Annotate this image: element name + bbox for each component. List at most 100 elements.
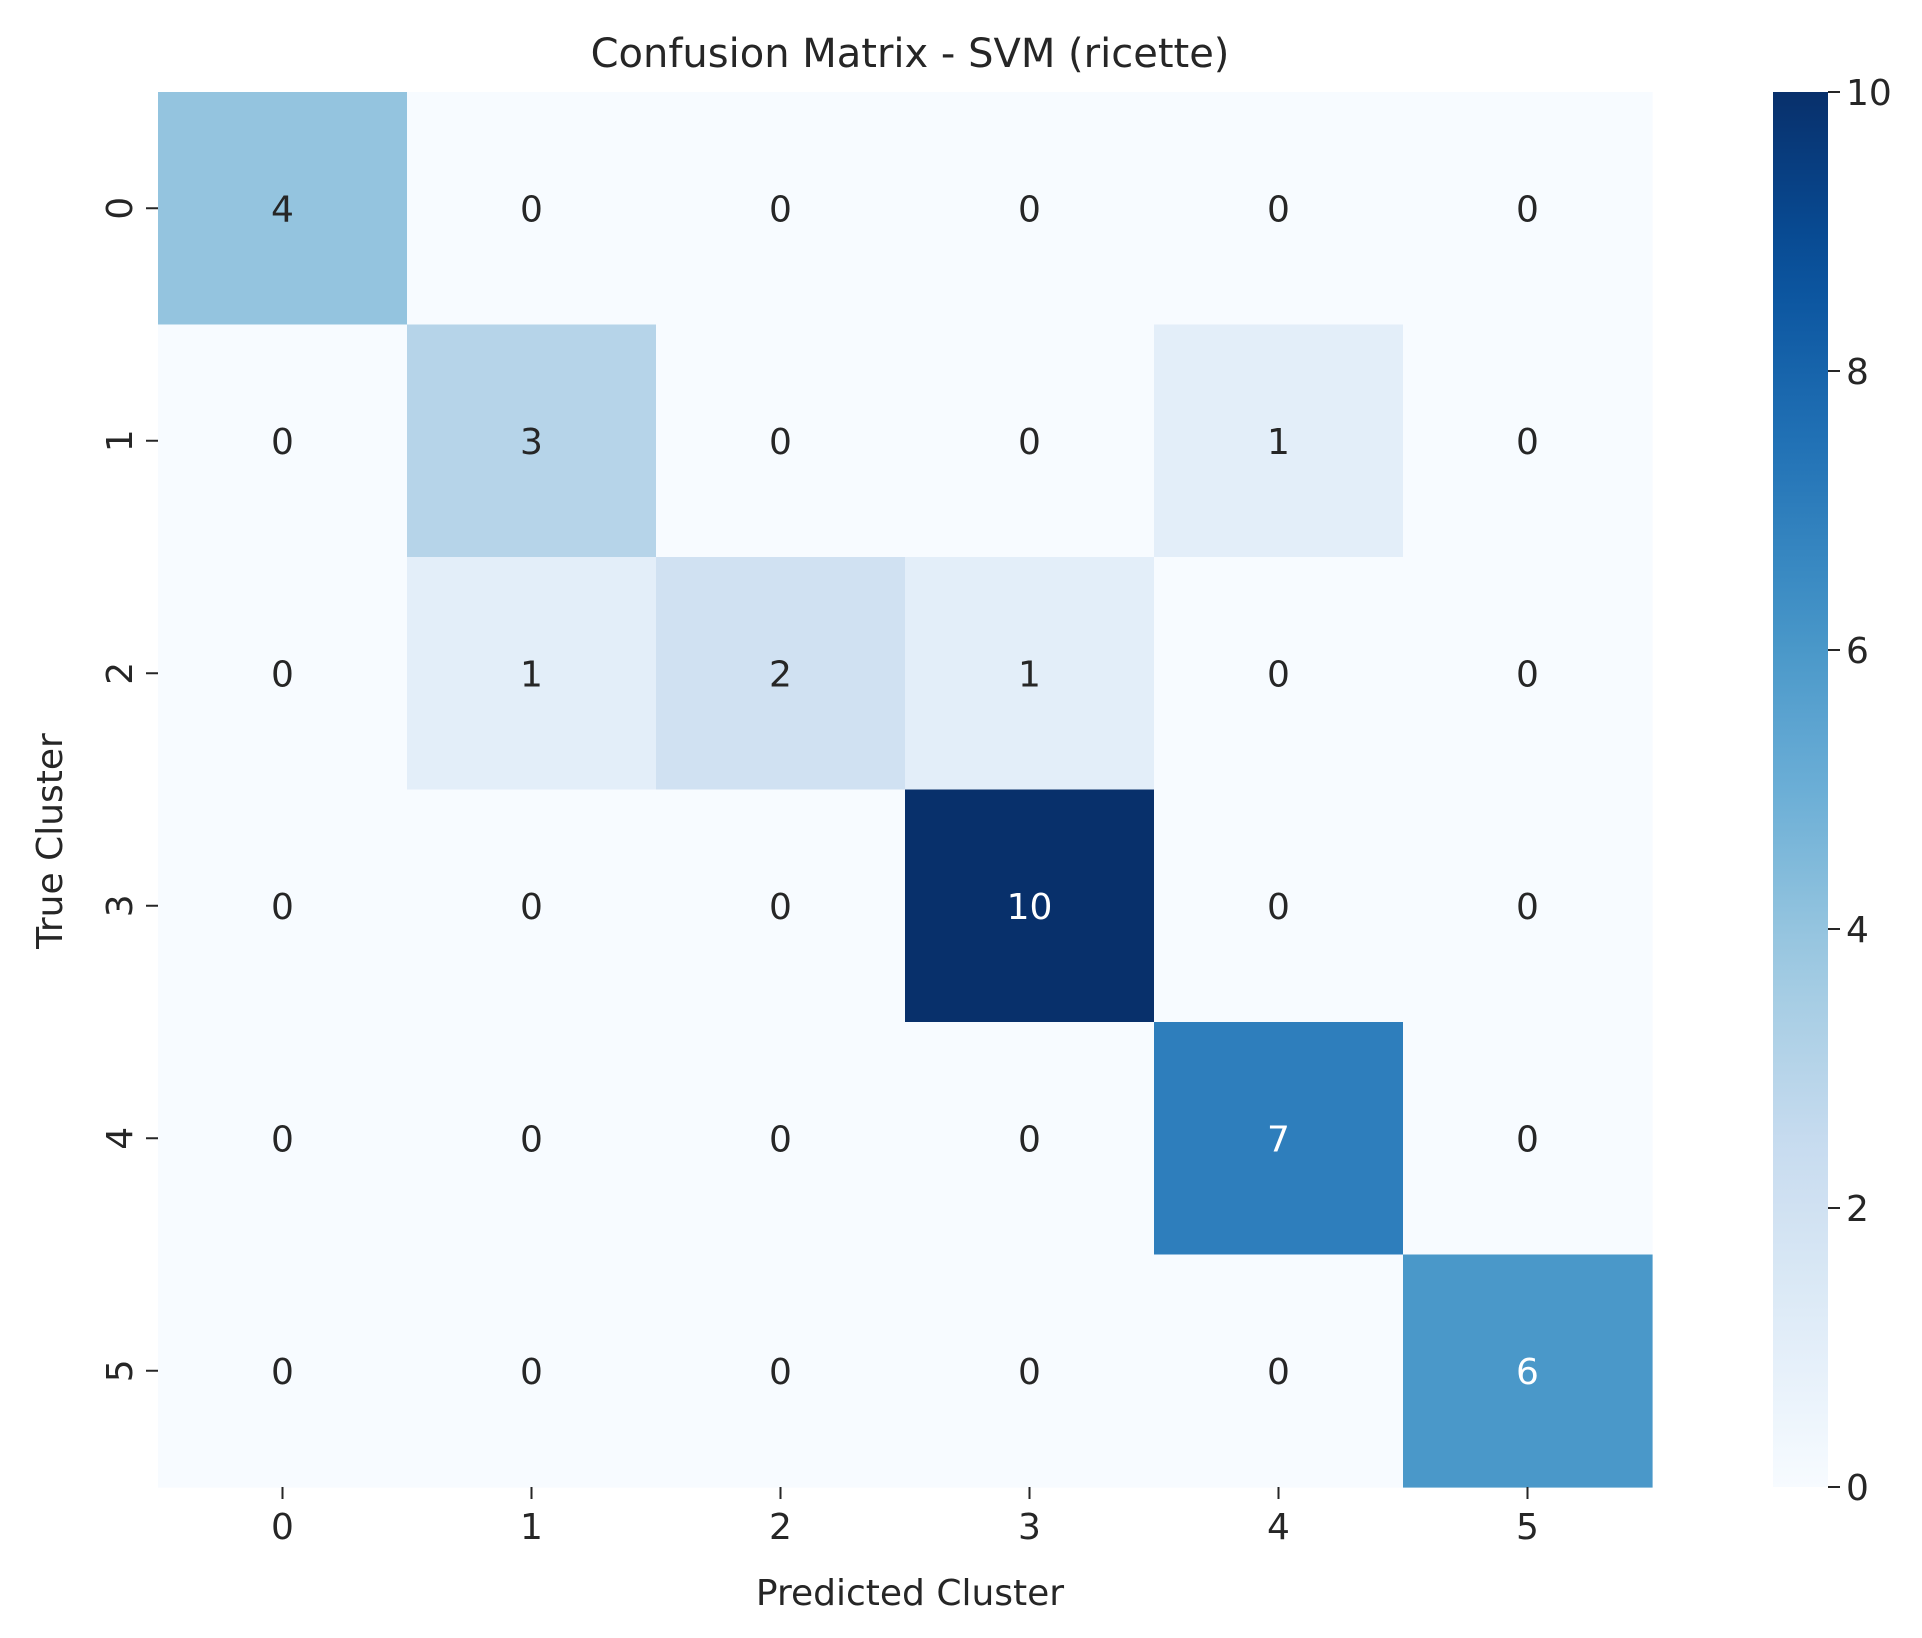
heatmap-cell xyxy=(407,324,657,558)
cell-value-label: 0 xyxy=(520,887,543,928)
cell-value-label: 0 xyxy=(1267,1352,1290,1393)
cell-value-label: 1 xyxy=(520,654,543,695)
colorbar-tick-label: 2 xyxy=(1846,1189,1869,1230)
cell-value-label: 4 xyxy=(271,189,294,230)
heatmap-cell xyxy=(1403,1254,1653,1488)
cell-value-label: 0 xyxy=(271,887,294,928)
cell-value-label: 0 xyxy=(1516,189,1539,230)
heatmap-cell xyxy=(905,324,1155,558)
heatmap-cell xyxy=(158,1022,408,1256)
y-axis-label: True Cluster xyxy=(30,733,71,950)
colorbar-ticks: 0 2 4 6 8 10 xyxy=(1828,73,1892,1509)
cell-value-label: 3 xyxy=(520,422,543,463)
heatmap-cell xyxy=(1403,324,1653,558)
cell-value-label: 0 xyxy=(520,189,543,230)
cell-annotations: 4 0 0 0 0 00 3 0 0 1 00 1 2 1 0 00 0 0 10 0 00 0 0 0 7 00 0 0 0 0 6 xyxy=(271,189,1539,1393)
heatmap-cell xyxy=(656,1254,906,1488)
heatmap-cell xyxy=(158,557,408,791)
heatmap-cell xyxy=(656,557,906,791)
cell-value-label: 0 xyxy=(769,1119,792,1160)
heatmap-cell xyxy=(1154,92,1404,326)
cell-value-label: 10 xyxy=(1007,887,1053,928)
heatmap-cell xyxy=(905,789,1155,1023)
heatmap-cell xyxy=(1403,789,1653,1023)
cell-value-label: 7 xyxy=(1267,1119,1290,1160)
x-tick-label: 0 xyxy=(271,1507,294,1548)
colorbar-tick-label: 4 xyxy=(1846,910,1869,951)
cell-value-label: 0 xyxy=(271,1119,294,1160)
heatmap-cell xyxy=(905,92,1155,326)
colorbar-tick-label: 0 xyxy=(1846,1468,1869,1509)
y-tick-label: 3 xyxy=(100,894,141,917)
heatmap-cell xyxy=(656,789,906,1023)
cell-value-label: 1 xyxy=(1018,654,1041,695)
cell-value-label: 0 xyxy=(769,1352,792,1393)
x-tick-label: 2 xyxy=(769,1507,792,1548)
chart-title: Confusion Matrix - SVM (ricette) xyxy=(591,31,1230,77)
heatmap-cell xyxy=(905,1254,1155,1488)
colorbar-tick-label: 6 xyxy=(1846,631,1869,672)
cell-value-label: 0 xyxy=(1267,189,1290,230)
colorbar-tick-label: 10 xyxy=(1846,73,1892,114)
cell-value-label: 0 xyxy=(271,654,294,695)
x-tick-label: 5 xyxy=(1516,1507,1539,1548)
heatmap-cell xyxy=(905,1022,1155,1256)
x-tick-label: 1 xyxy=(520,1507,543,1548)
cell-value-label: 0 xyxy=(1516,1119,1539,1160)
heatmap-cell xyxy=(905,557,1155,791)
y-tick-label: 1 xyxy=(100,429,141,452)
colorbar xyxy=(1773,92,1828,1487)
y-tick-label: 5 xyxy=(100,1359,141,1382)
y-tick-label: 4 xyxy=(100,1127,141,1150)
y-tick-label: 2 xyxy=(100,662,141,685)
heatmap-cell xyxy=(656,324,906,558)
cell-value-label: 0 xyxy=(520,1119,543,1160)
cell-value-label: 0 xyxy=(271,422,294,463)
x-axis-ticks: 0 1 2 3 4 5 xyxy=(271,1487,1539,1548)
heatmap-cells xyxy=(158,92,1653,1488)
cell-value-label: 0 xyxy=(1267,887,1290,928)
heatmap-cell xyxy=(158,324,408,558)
cell-value-label: 0 xyxy=(1018,189,1041,230)
heatmap-cell xyxy=(407,1254,657,1488)
y-axis-ticks: 0 1 2 3 4 5 xyxy=(100,197,158,1382)
cell-value-label: 0 xyxy=(1516,887,1539,928)
heatmap-cell xyxy=(158,789,408,1023)
cell-value-label: 0 xyxy=(1018,1119,1041,1160)
heatmap-cell xyxy=(656,92,906,326)
colorbar-tick-label: 8 xyxy=(1846,352,1869,393)
cell-value-label: 0 xyxy=(769,422,792,463)
x-axis-label: Predicted Cluster xyxy=(756,1573,1064,1614)
heatmap-cell xyxy=(1403,92,1653,326)
x-tick-label: 4 xyxy=(1267,1507,1290,1548)
heatmap-cell xyxy=(1154,1022,1404,1256)
heatmap-cell xyxy=(407,557,657,791)
heatmap-cell xyxy=(1154,789,1404,1023)
heatmap-cell xyxy=(656,1022,906,1256)
heatmap-cell xyxy=(407,1022,657,1256)
heatmap-cell xyxy=(407,789,657,1023)
cell-value-label: 0 xyxy=(769,189,792,230)
cell-value-label: 0 xyxy=(1018,422,1041,463)
cell-value-label: 1 xyxy=(1267,422,1290,463)
cell-value-label: 0 xyxy=(1267,654,1290,695)
heatmap-cell xyxy=(1154,557,1404,791)
cell-value-label: 6 xyxy=(1516,1352,1539,1393)
cell-value-label: 0 xyxy=(769,887,792,928)
heatmap-cell xyxy=(1154,1254,1404,1488)
heatmap-cell xyxy=(158,1254,408,1488)
x-tick-label: 3 xyxy=(1018,1507,1041,1548)
heatmap-cell xyxy=(1403,1022,1653,1256)
heatmap-cell xyxy=(407,92,657,326)
heatmap-cell xyxy=(1154,324,1404,558)
cell-value-label: 0 xyxy=(1516,422,1539,463)
cell-value-label: 0 xyxy=(1018,1352,1041,1393)
heatmap-cell xyxy=(1403,557,1653,791)
cell-value-label: 0 xyxy=(271,1352,294,1393)
cell-value-label: 0 xyxy=(1516,654,1539,695)
heatmap-cell xyxy=(158,92,408,326)
cell-value-label: 2 xyxy=(769,654,792,695)
y-tick-label: 0 xyxy=(100,197,141,220)
cell-value-label: 0 xyxy=(520,1352,543,1393)
